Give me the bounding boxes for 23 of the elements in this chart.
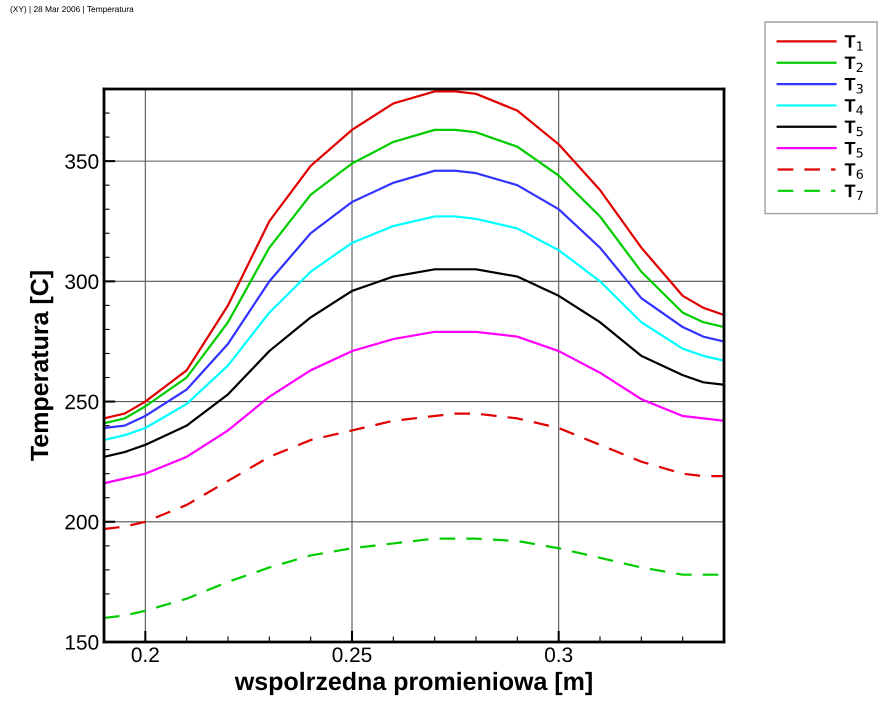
legend-label: T$_{4}$ [844,99,864,115]
y-tick-label: 250 [65,394,98,410]
line-series [104,330,724,484]
legend-label: T$_{2}$ [844,56,862,72]
y-tick-label: 150 [66,635,98,650]
line-series [104,170,724,430]
legend-label: T$_{1}$ [844,35,863,51]
line-series [104,215,724,442]
y-tick-label: 200 [65,514,98,530]
y-tick-label: 350 [65,154,98,169]
legend-label: T$_{6}$ [844,163,863,179]
legend-label: T$_{7}$ [844,184,863,200]
legend-label: T$_{5}$ [844,120,863,136]
x-tick-label: 0.25 [332,647,372,662]
x-tick-label: 0.2 [132,647,159,662]
text: (XY) | 28 Mar 2006 | Temperatura [10,6,134,14]
y-axis-title: Temperatura [C] [30,271,54,461]
line-series [104,412,724,530]
y-tick-label: 300 [65,274,98,290]
legend-label: T$_{3}$ [844,78,863,94]
legend-label: T$_{5}$ [844,142,863,158]
x-axis-title: wspolrzedna promieniowa [m] [234,672,592,696]
x-tick-label: 0.3 [545,647,572,662]
